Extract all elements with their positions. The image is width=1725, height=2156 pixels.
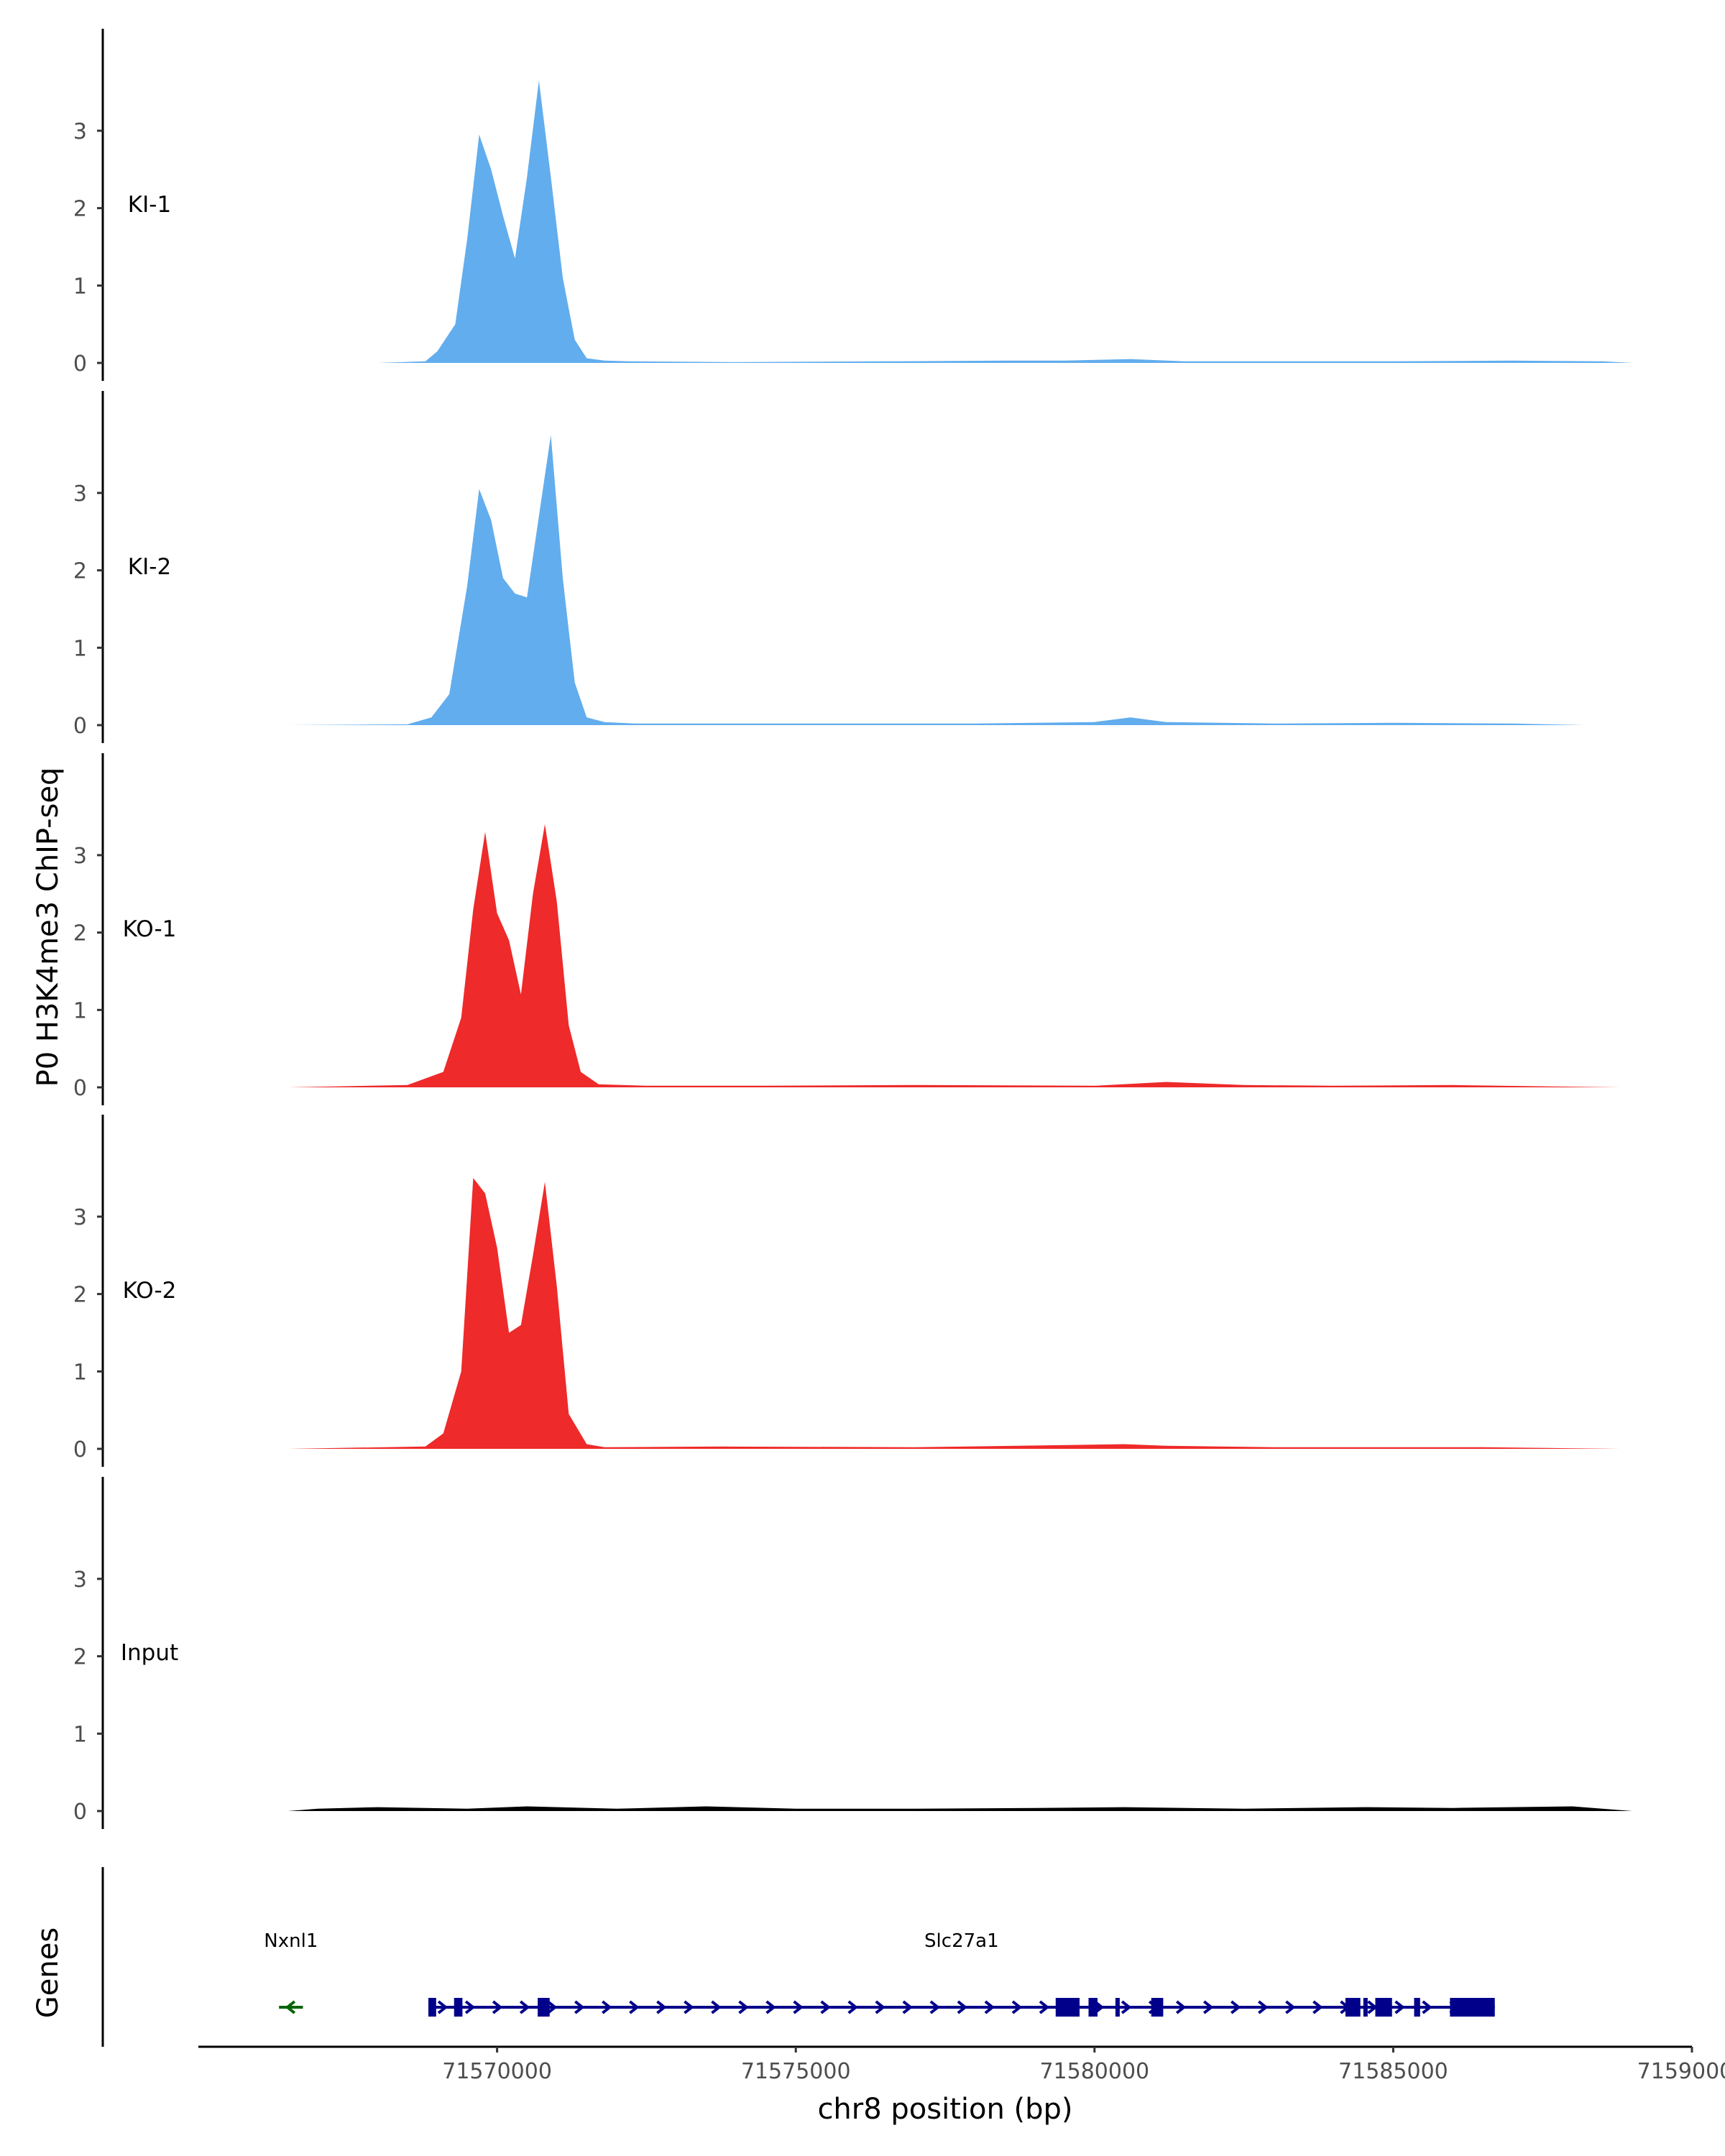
strand-arrow	[602, 2000, 612, 2014]
exon-block	[1414, 1998, 1420, 2017]
x-tick-label: 71580000	[1039, 2059, 1149, 2084]
y-tick-label: 1	[73, 1360, 87, 1385]
y-tick-label: 3	[73, 1567, 87, 1593]
y-tick-label: 2	[73, 197, 87, 222]
exon-block	[1375, 1998, 1392, 2017]
strand-arrow	[1121, 2000, 1132, 2014]
genes-panel: Nxnl1 Slc27a1	[101, 1867, 1495, 2047]
y-tick-label: 3	[73, 119, 87, 144]
y-tick-label: 2	[73, 921, 87, 946]
exon-block	[454, 1998, 463, 2017]
y-tick-label: 0	[73, 714, 87, 739]
track-ki-2: 0 1 2 3 KI-2	[73, 391, 1585, 743]
track-ko-1: 0 1 2 3 KO-1	[73, 753, 1621, 1105]
coverage-area	[288, 824, 1621, 1087]
x-tick-label: 71585000	[1338, 2059, 1448, 2084]
gene-nxnl1: Nxnl1	[264, 1930, 318, 2014]
strand-arrow	[875, 2000, 886, 2014]
strand-arrow	[656, 2000, 667, 2014]
y-tick-label: 1	[73, 1722, 87, 1747]
strand-arrow	[574, 2000, 585, 2014]
gene-slc27a1: Slc27a1	[428, 1930, 1495, 2017]
strand-arrow	[285, 2000, 296, 2014]
exon-block	[1055, 1998, 1080, 2017]
strand-arrow	[765, 2000, 776, 2014]
strand-arrow	[492, 2000, 503, 2014]
y-tick-label: 0	[73, 1800, 87, 1825]
strand-arrow	[902, 2000, 913, 2014]
exon-block	[538, 1998, 550, 2017]
track-label: KO-2	[123, 1278, 177, 1304]
strand-arrow	[1175, 2000, 1187, 2014]
y-tick-label: 3	[73, 482, 87, 507]
strand-arrow	[957, 2000, 968, 2014]
x-tick-label: 71570000	[442, 2059, 552, 2084]
exon-block	[1151, 1998, 1164, 2017]
exon-block	[1088, 1998, 1098, 2017]
track-label: Input	[121, 1640, 178, 1666]
y-tick-label: 0	[73, 1076, 87, 1101]
strand-arrow	[847, 2000, 858, 2014]
exon-block	[1450, 1998, 1495, 2017]
strand-arrow	[464, 2000, 476, 2014]
strand-arrow	[738, 2000, 749, 2014]
tracks-group: 0 1 2 3 KI-1 0 1 2 3 KI-2 0 1 2 3 KO-1 0 1 2 3 KO-2 0 1 2 3 Inpu…	[73, 29, 1632, 1829]
track-ko-2: 0 1 2 3 KO-2	[73, 1115, 1621, 1467]
strand-arrow	[984, 2000, 995, 2014]
strand-arrow	[1230, 2000, 1241, 2014]
exon-block	[1363, 1998, 1368, 2017]
strand-arrow	[1285, 2000, 1296, 2014]
track-label: KI-1	[128, 192, 171, 218]
genes-axis-title: Genes	[32, 1927, 65, 2018]
y-tick-label: 1	[73, 636, 87, 661]
track-label: KI-2	[128, 554, 171, 580]
strand-arrow	[711, 2000, 722, 2014]
y-tick-label: 1	[73, 274, 87, 299]
x-tick-label: 71590000	[1637, 2059, 1725, 2084]
y-tick-label: 3	[73, 844, 87, 869]
strand-arrow	[1011, 2000, 1023, 2014]
coverage-area	[288, 435, 1585, 725]
y-tick-label: 2	[73, 559, 87, 584]
strand-arrow	[929, 2000, 941, 2014]
y-tick-label: 0	[73, 1437, 87, 1462]
y-tick-label: 0	[73, 351, 87, 377]
strand-arrow	[1039, 2000, 1050, 2014]
track-label: KO-1	[123, 916, 177, 942]
strand-arrow	[1258, 2000, 1269, 2014]
x-axis: 71570000 71575000 71580000 71585000 71590000	[198, 2045, 1725, 2084]
exon-block	[1345, 1998, 1361, 2017]
coverage-area	[288, 1806, 1632, 1811]
track-ki-1: 0 1 2 3 KI-1	[73, 29, 1632, 381]
strand-arrow	[1422, 2000, 1432, 2014]
strand-arrow	[629, 2000, 640, 2014]
coverage-area	[288, 1178, 1621, 1449]
exon-block	[1115, 1998, 1120, 2017]
y-tick-label: 3	[73, 1205, 87, 1230]
strand-arrow	[820, 2000, 831, 2014]
track-input: 0 1 2 3 Input	[73, 1477, 1632, 1829]
gene-name: Nxnl1	[264, 1930, 318, 1952]
strand-arrow	[546, 2000, 558, 2014]
y-axis-title: P0 H3K4me3 ChIP-seq	[32, 768, 65, 1087]
strand-arrow	[684, 2000, 694, 2014]
y-tick-label: 1	[73, 998, 87, 1023]
exon-block	[428, 1998, 436, 2017]
y-tick-label: 2	[73, 1283, 87, 1308]
strand-arrow	[1312, 2000, 1323, 2014]
x-axis-title: chr8 position (bp)	[817, 2093, 1072, 2126]
strand-arrow	[1203, 2000, 1214, 2014]
strand-arrow	[519, 2000, 530, 2014]
y-tick-label: 2	[73, 1645, 87, 1670]
strand-arrow	[1394, 2000, 1405, 2014]
coverage-area	[288, 80, 1632, 364]
strand-arrow	[437, 2000, 448, 2014]
x-tick-label: 71575000	[741, 2059, 851, 2084]
strand-arrow	[793, 2000, 804, 2014]
gene-name: Slc27a1	[924, 1930, 999, 1952]
